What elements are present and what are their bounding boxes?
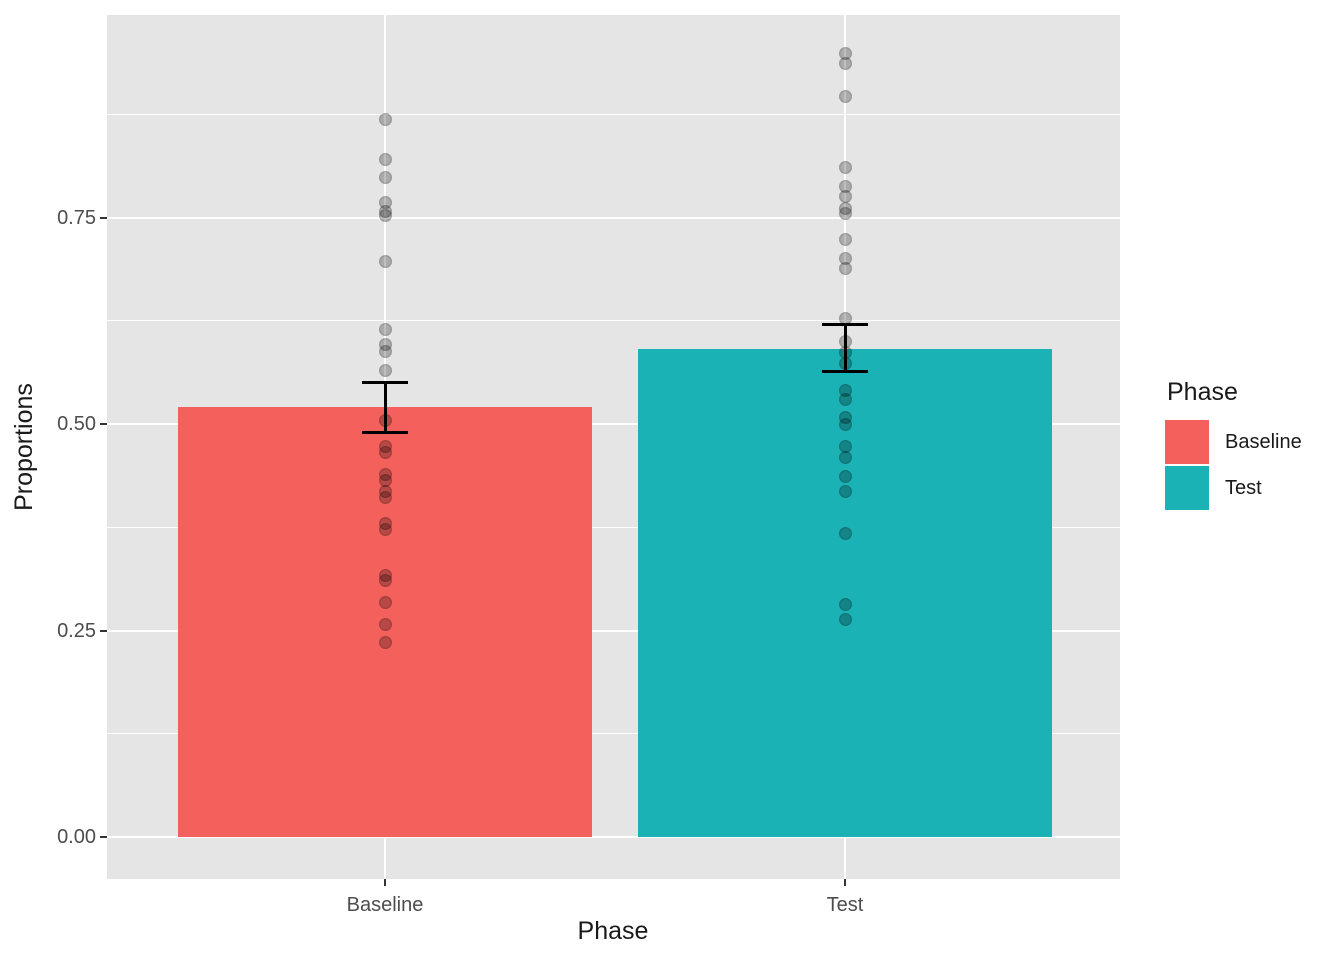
error-bar-line xyxy=(843,324,847,372)
legend-title: Phase xyxy=(1167,378,1238,406)
data-point xyxy=(838,598,852,612)
error-bar-cap xyxy=(362,430,408,434)
data-point xyxy=(378,574,392,588)
x-tick-label: Baseline xyxy=(346,894,424,916)
x-tick xyxy=(384,879,386,886)
data-point xyxy=(838,613,852,627)
minor-gridline xyxy=(107,733,1120,735)
data-point xyxy=(838,89,852,103)
data-point xyxy=(378,363,392,377)
data-point xyxy=(378,516,392,530)
major-gridline xyxy=(107,836,1120,838)
data-point xyxy=(838,201,852,215)
y-tick xyxy=(100,423,107,425)
data-point xyxy=(838,252,852,266)
data-point xyxy=(378,414,392,428)
data-point xyxy=(378,446,392,460)
y-tick xyxy=(100,216,107,219)
data-point xyxy=(838,346,852,360)
y-tick-label: 0.50 xyxy=(57,413,96,435)
data-point xyxy=(838,392,852,406)
bar-test xyxy=(638,348,1052,837)
x-tick-label: Test xyxy=(826,894,864,916)
data-point xyxy=(838,161,852,175)
data-point xyxy=(378,439,392,453)
x-axis-title: Phase xyxy=(577,917,649,945)
data-point xyxy=(378,254,392,268)
data-point xyxy=(838,262,852,276)
data-point xyxy=(378,322,392,336)
major-gridline xyxy=(107,629,1120,632)
data-point xyxy=(378,491,392,504)
data-point xyxy=(838,450,852,464)
data-point xyxy=(838,46,852,60)
data-point xyxy=(378,473,392,487)
error-bar-cap xyxy=(822,322,868,326)
data-point xyxy=(378,569,392,583)
y-tick-label: 0.75 xyxy=(57,206,96,229)
legend: Phase Baseline Test xyxy=(1165,376,1335,521)
major-gridline xyxy=(107,216,1120,219)
error-bar-cap xyxy=(822,370,868,374)
data-point xyxy=(378,171,392,185)
legend-label-baseline: Baseline xyxy=(1225,431,1302,453)
data-point xyxy=(378,205,392,219)
legend-swatch-test xyxy=(1165,466,1209,510)
data-point xyxy=(378,153,392,167)
data-point xyxy=(838,485,852,499)
data-point xyxy=(838,357,852,371)
data-point xyxy=(378,196,392,210)
major-gridline xyxy=(107,423,1120,425)
data-point xyxy=(378,485,392,499)
data-point xyxy=(378,618,392,632)
y-tick-label: 0.25 xyxy=(57,619,96,642)
data-point xyxy=(838,439,852,453)
minor-gridline xyxy=(107,320,1120,322)
legend-swatch-baseline xyxy=(1165,420,1209,464)
plot-panel xyxy=(107,15,1120,879)
data-point xyxy=(838,469,852,483)
x-tick xyxy=(844,879,846,886)
data-point xyxy=(378,467,392,481)
data-point xyxy=(378,338,392,352)
data-point xyxy=(378,595,392,609)
minor-gridline xyxy=(107,113,1120,115)
minor-gridline xyxy=(107,526,1120,528)
y-tick xyxy=(100,629,107,632)
data-point xyxy=(838,334,852,348)
data-point xyxy=(838,206,852,220)
y-tick xyxy=(100,836,107,838)
y-tick-label: 0.00 xyxy=(57,826,96,848)
data-point xyxy=(838,410,852,424)
data-point xyxy=(378,523,392,537)
y-axis-title: Proportions xyxy=(10,383,38,511)
data-point xyxy=(838,311,852,325)
data-point xyxy=(838,527,852,541)
bar-baseline xyxy=(178,407,592,837)
data-point xyxy=(838,233,852,247)
data-point xyxy=(838,179,852,193)
data-point xyxy=(838,383,852,397)
data-point xyxy=(378,209,392,223)
legend-label-test: Test xyxy=(1225,477,1262,499)
data-point xyxy=(378,344,392,358)
error-bar-line xyxy=(383,382,387,433)
data-point xyxy=(378,112,392,126)
data-point xyxy=(838,417,852,431)
error-bar-cap xyxy=(362,381,408,385)
data-point xyxy=(838,189,852,203)
data-point xyxy=(378,635,392,649)
data-point xyxy=(838,56,852,70)
